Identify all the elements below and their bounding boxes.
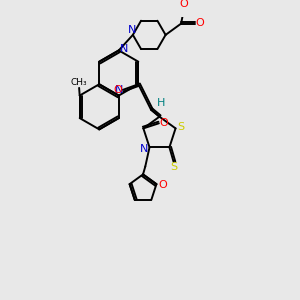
Text: O: O: [160, 118, 168, 128]
Text: N: N: [120, 44, 128, 54]
Text: H: H: [157, 98, 165, 108]
Text: O: O: [195, 18, 204, 28]
Text: N: N: [115, 85, 123, 95]
Text: O: O: [158, 180, 167, 190]
Text: S: S: [178, 122, 185, 132]
Text: CH₃: CH₃: [71, 78, 87, 87]
Text: N: N: [140, 144, 148, 154]
Text: O: O: [113, 85, 122, 95]
Text: S: S: [171, 162, 178, 172]
Text: N: N: [128, 25, 136, 35]
Text: O: O: [179, 0, 188, 9]
